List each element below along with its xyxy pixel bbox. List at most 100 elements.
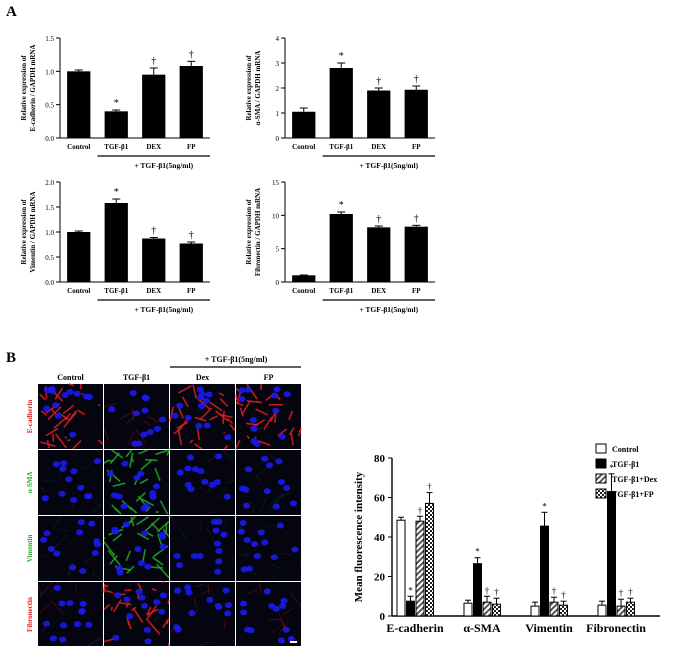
- stain-fiber: [246, 435, 250, 439]
- stain-fiber: [146, 415, 160, 423]
- nucleus: [198, 391, 206, 398]
- nucleus: [159, 543, 167, 550]
- stain-fiber: [59, 528, 68, 532]
- nucleus: [54, 412, 62, 419]
- nucleus: [268, 602, 276, 609]
- nucleus: [244, 386, 252, 393]
- row-label: E-cadherin: [26, 400, 34, 434]
- stain-fiber: [208, 456, 211, 467]
- nucleus: [280, 597, 288, 604]
- stain-fiber: [86, 637, 102, 646]
- y-tick-label: 2.0: [45, 179, 54, 187]
- nucleus: [108, 406, 116, 413]
- micrograph: [38, 383, 104, 450]
- bar: [530, 605, 540, 617]
- stain-fiber: [72, 439, 82, 450]
- stain-fiber: [193, 596, 198, 612]
- stain-fiber: [145, 506, 151, 512]
- nucleus: [243, 502, 251, 509]
- stain-fiber: [268, 493, 283, 506]
- y-axis-label: Mean fluorescence intensity: [353, 471, 365, 602]
- nucleus: [40, 536, 48, 543]
- nucleus: [224, 610, 232, 617]
- nucleus: [244, 626, 252, 633]
- nucleus: [144, 563, 152, 570]
- stain-fiber: [45, 427, 59, 437]
- stain-fiber: [299, 558, 302, 566]
- nucleus: [222, 587, 230, 594]
- stain-fiber: [67, 439, 71, 442]
- nucleus: [42, 405, 51, 412]
- nucleus: [140, 602, 149, 609]
- nucleus: [143, 627, 151, 634]
- stain-fiber: [50, 599, 64, 615]
- nucleus: [70, 496, 78, 503]
- bar: [104, 203, 128, 282]
- nucleus: [77, 484, 85, 491]
- nucleus: [173, 553, 181, 560]
- stain-fiber: [132, 607, 144, 623]
- nucleus: [47, 546, 56, 553]
- x-tick-label: FP: [187, 143, 196, 151]
- panel-b-chart: 0 20 40 60 80 Mean fluorescence intensity * † † E…: [353, 443, 660, 635]
- stain-fiber: [261, 450, 277, 460]
- x-tick-label: Fibronectin: [586, 621, 646, 635]
- stain-fiber: [156, 533, 163, 547]
- stain-fiber: [145, 605, 158, 621]
- stain-fiber: [155, 449, 168, 456]
- row-label: Vimentin: [26, 535, 34, 563]
- significance-mark: †: [628, 587, 633, 597]
- x-tick-label: TGF-β1: [104, 287, 128, 295]
- stain-fiber: [289, 592, 302, 608]
- stain-fiber: [132, 408, 135, 421]
- nucleus: [121, 460, 129, 467]
- nucleus: [278, 602, 287, 609]
- nucleus: [174, 626, 182, 633]
- stain-fiber: [159, 500, 169, 515]
- stain-fiber: [103, 603, 111, 611]
- nucleus: [188, 609, 196, 616]
- stain-fiber: [235, 394, 238, 401]
- stain-fiber: [207, 528, 215, 542]
- nucleus: [224, 602, 233, 609]
- nucleus: [213, 540, 222, 547]
- stain-fiber: [278, 614, 287, 630]
- nucleus: [140, 431, 148, 438]
- nucleus: [85, 493, 93, 500]
- bar: [179, 243, 203, 282]
- nucleus: [78, 608, 86, 615]
- treatment-label: + TGF-β1(5ng/ml): [134, 161, 193, 170]
- legend-label: TGF-β1+Dex: [612, 475, 657, 484]
- nucleus: [215, 603, 223, 610]
- significance-mark: †: [189, 49, 194, 60]
- stain-fiber: [131, 606, 137, 612]
- stain-fiber: [130, 516, 135, 527]
- stain-fiber: [125, 449, 133, 458]
- micrograph: [103, 449, 170, 515]
- nucleus: [238, 396, 246, 403]
- nucleus: [191, 466, 200, 473]
- nucleus: [277, 637, 286, 644]
- stain-fiber: [109, 555, 118, 565]
- stain-fiber: [258, 581, 263, 595]
- y-axis-label: Fibronectin / GAPDH mRNA: [254, 188, 262, 276]
- stain-fiber: [154, 467, 161, 482]
- nucleus: [273, 386, 281, 393]
- y-tick-label: 1.5: [45, 204, 54, 212]
- nucleus: [215, 558, 223, 565]
- significance-mark: *: [114, 187, 119, 198]
- significance-mark: †: [376, 76, 381, 87]
- bar: [142, 74, 166, 138]
- stain-fiber: [240, 546, 249, 559]
- nucleus: [76, 529, 84, 536]
- stain-fiber: [200, 588, 212, 596]
- y-tick-label: 1.0: [45, 68, 54, 76]
- nucleus: [158, 531, 166, 538]
- nucleus: [184, 414, 192, 421]
- treatment-label: + TGF-β1(5ng/ml): [205, 355, 268, 364]
- stain-fiber: [274, 411, 277, 424]
- column-label: FP: [264, 373, 274, 382]
- significance-mark: †: [427, 482, 432, 492]
- nucleus: [53, 585, 62, 592]
- stain-fiber: [278, 622, 288, 634]
